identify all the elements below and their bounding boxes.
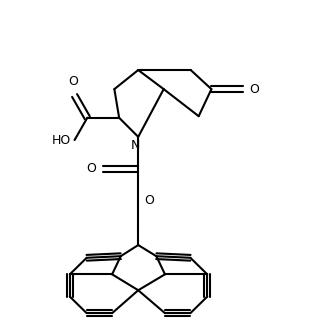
Text: O: O <box>144 194 154 207</box>
Text: O: O <box>86 162 96 175</box>
Text: HO: HO <box>52 134 71 147</box>
Text: O: O <box>249 83 259 96</box>
Text: O: O <box>68 74 78 87</box>
Text: N: N <box>131 139 140 152</box>
